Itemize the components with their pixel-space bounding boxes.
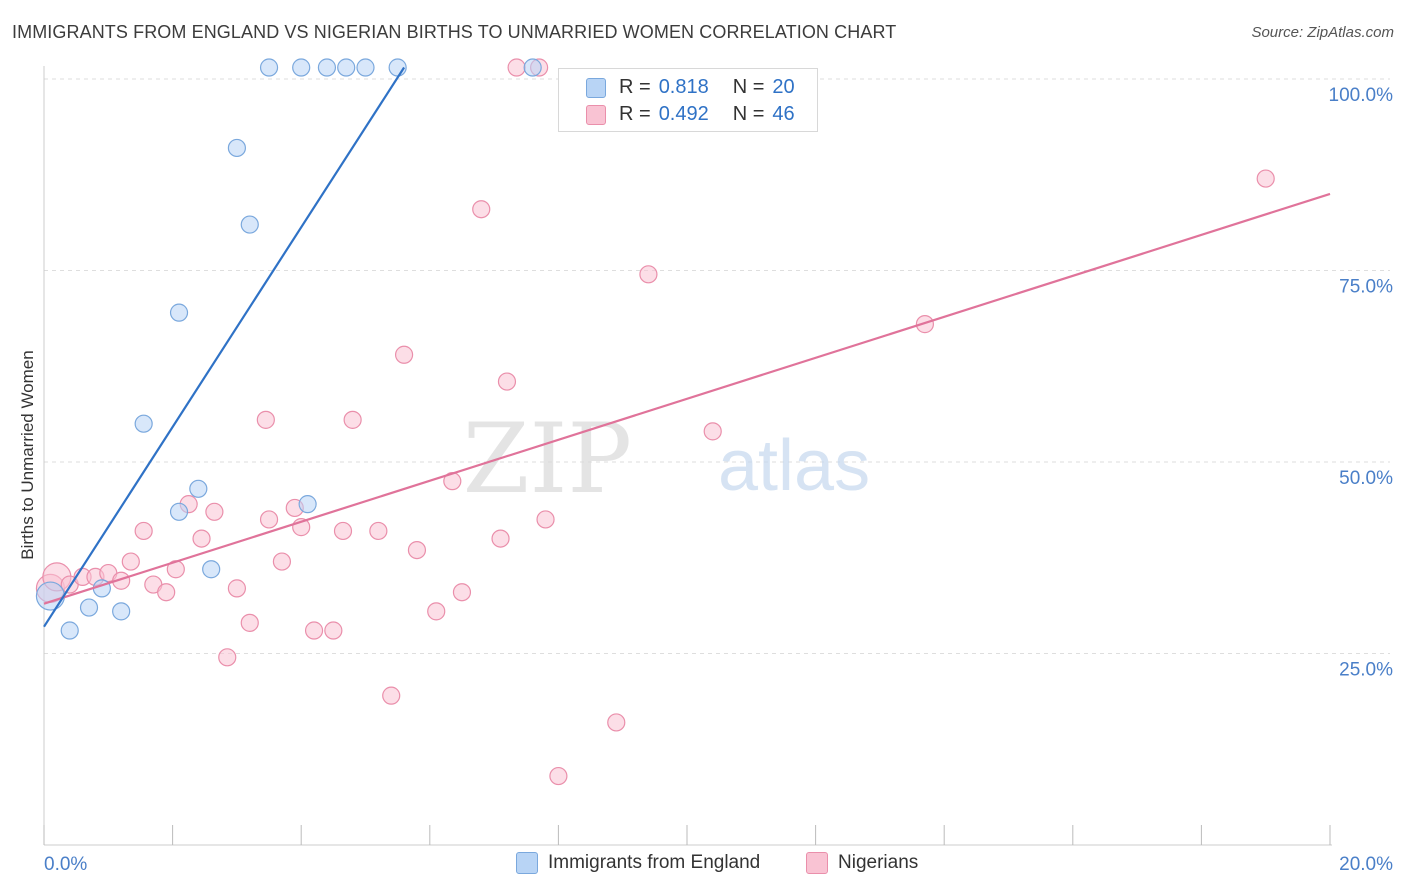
grid-lines (44, 78, 1390, 654)
data-point (227, 138, 246, 158)
data-point (333, 521, 353, 541)
source-label: Source: ZipAtlas.com (1251, 24, 1394, 41)
data-point (337, 58, 356, 77)
legend-item-nigerians[interactable]: Nigerians (806, 852, 918, 874)
legend-r-value: 0.492 (658, 102, 709, 125)
legend-r-label: R = (619, 102, 651, 125)
legend-n-label: N = (732, 102, 765, 125)
data-point (507, 58, 526, 77)
series-immigrants-england (35, 58, 542, 640)
data-point (192, 529, 211, 548)
data-point (369, 521, 388, 541)
data-point (134, 521, 153, 541)
axes (43, 66, 1332, 846)
data-point (298, 495, 317, 514)
data-point (1256, 169, 1275, 188)
legend-n-value: 46 (772, 102, 795, 125)
data-point (218, 648, 237, 667)
legend-n-label: N = (732, 75, 765, 98)
data-point (189, 479, 208, 498)
data-point (227, 579, 246, 598)
data-point (317, 58, 337, 77)
data-point (304, 621, 324, 640)
data-point (169, 502, 189, 521)
legend-item-england[interactable]: Immigrants from England (516, 852, 760, 874)
legend-r-value: 0.818 (658, 75, 709, 98)
data-point (491, 529, 510, 548)
legend-n-value: 20 (772, 75, 795, 98)
watermark-zip: ZIP (463, 403, 632, 515)
data-point (272, 552, 292, 571)
y-tick-label: 100.0% (1329, 85, 1394, 106)
data-point (394, 345, 414, 364)
legend-r-label: R = (619, 75, 651, 98)
tick-labels: 25.0% 50.0% 75.0% 100.0% 0.0% 20.0% (44, 85, 1393, 875)
y-tick-label: 25.0% (1339, 660, 1393, 681)
data-point (121, 552, 140, 571)
data-point (639, 265, 658, 284)
legend-label-nigerians: Nigerians (838, 852, 919, 873)
data-point (292, 58, 311, 77)
data-point (169, 303, 189, 322)
data-point (427, 602, 446, 621)
x-tick-label-max: 20.0% (1339, 854, 1393, 875)
stats-legend: R = 0.818 N = 20 R = 0.492 N = 46 (558, 68, 818, 132)
data-point (205, 502, 224, 521)
legend-swatch-nigerians (806, 852, 828, 874)
data-point (497, 372, 517, 391)
y-tick-label: 75.0% (1339, 277, 1393, 298)
series-legend: Immigrants from England Nigerians (0, 852, 1406, 878)
data-point (356, 58, 375, 77)
data-point (523, 58, 542, 77)
data-point (259, 510, 279, 529)
data-point (407, 540, 427, 560)
data-point (259, 58, 279, 77)
data-point (343, 410, 362, 429)
trend-line-nigerians (43, 192, 1331, 605)
data-point (256, 410, 275, 429)
data-point (472, 200, 491, 219)
data-point (240, 613, 259, 632)
data-point (452, 583, 472, 602)
data-point (112, 602, 131, 621)
series-nigerians (35, 58, 1275, 786)
data-point (382, 686, 401, 705)
legend-row-england: R = 0.818 N = 20 (619, 74, 795, 100)
legend-swatch-pink (586, 105, 606, 125)
legend-row-nigerians: R = 0.492 N = 46 (619, 101, 795, 127)
data-point (324, 621, 343, 640)
watermark-atlas: atlas (718, 426, 870, 506)
x-tick-label-min: 0.0% (44, 854, 87, 875)
y-tick-label: 50.0% (1339, 468, 1393, 489)
data-point (79, 598, 99, 617)
trend-lines (43, 66, 1331, 628)
legend-label-england: Immigrants from England (548, 852, 761, 873)
data-point (202, 560, 221, 579)
chart-title: IMMIGRANTS FROM ENGLAND VS NIGERIAN BIRT… (12, 22, 897, 42)
data-point (240, 215, 259, 234)
data-point (549, 766, 568, 786)
data-point (536, 510, 555, 529)
data-point (35, 581, 66, 611)
data-point (157, 583, 176, 602)
legend-swatch-blue (586, 78, 606, 98)
data-point (60, 621, 79, 640)
zipatlas-watermark: ZIP atlas (463, 403, 870, 515)
data-point (134, 414, 153, 433)
data-point (703, 422, 722, 441)
data-point (607, 713, 626, 732)
legend-swatch-england (516, 852, 538, 874)
trend-line-england (43, 66, 406, 628)
